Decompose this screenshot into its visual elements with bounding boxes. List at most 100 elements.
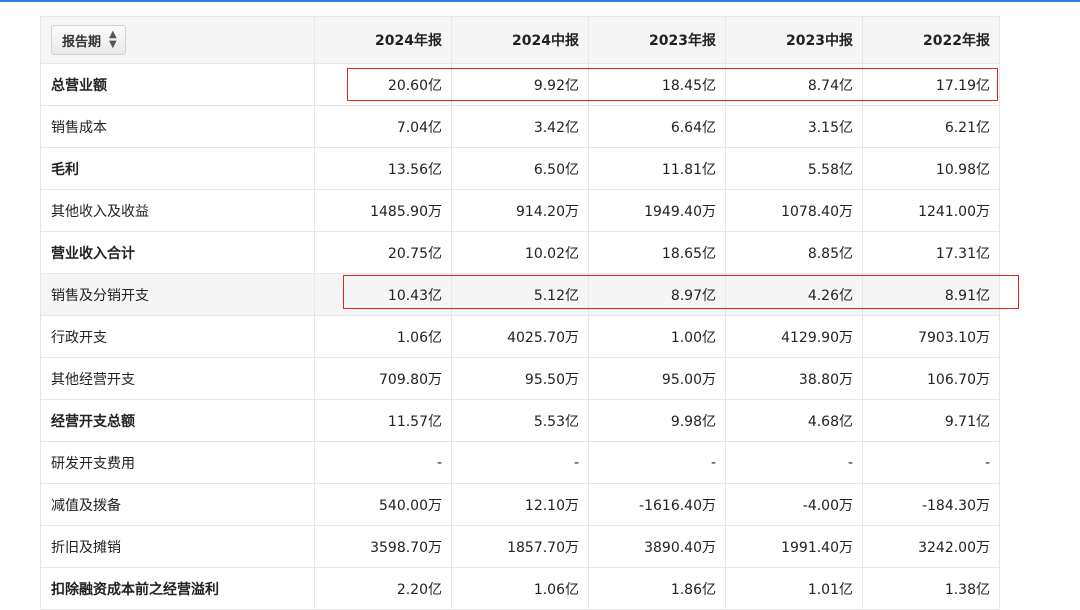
top-accent-line (0, 0, 1080, 2)
value-cell: 1.00亿 (588, 315, 726, 358)
value-cell: 18.45亿 (588, 63, 726, 106)
table-row: 销售及分销开支 10.43亿 5.12亿 8.97亿 4.26亿 8.91亿 (40, 273, 1000, 316)
row-label: 销售成本 (40, 105, 315, 148)
value-cell: 540.00万 (314, 483, 452, 526)
value-cell: 95.00万 (588, 357, 726, 400)
value-cell: 5.12亿 (451, 273, 589, 316)
value-cell: 2.20亿 (314, 567, 452, 610)
financial-table-container: 报告期 ▲ ▼ 2024年报 2024中报 2023年报 2023中报 2022年… (40, 16, 1000, 610)
period-header-cell: 报告期 ▲ ▼ (40, 16, 315, 64)
table-row: 行政开支 1.06亿 4025.70万 1.00亿 4129.90万 7903.10万 (40, 315, 1000, 358)
period-selector-label: 报告期 (62, 34, 102, 50)
value-cell: 914.20万 (451, 189, 589, 232)
table-row: 折旧及摊销 3598.70万 1857.70万 3890.40万 1991.40万 324… (40, 525, 1000, 568)
value-cell: 1.38亿 (862, 567, 1000, 610)
value-cell: 10.02亿 (451, 231, 589, 274)
table-row: 扣除融资成本前之经营溢利 2.20亿 1.06亿 1.86亿 1.01亿 1.38亿 (40, 567, 1000, 610)
value-cell: 1.06亿 (451, 567, 589, 610)
table-row: 经营开支总额 11.57亿 5.53亿 9.98亿 4.68亿 9.71亿 (40, 399, 1000, 442)
row-label: 其他经营开支 (40, 357, 315, 400)
row-label: 销售及分销开支 (40, 273, 315, 316)
value-cell: 13.56亿 (314, 147, 452, 190)
value-cell: 9.98亿 (588, 399, 726, 442)
row-label: 减值及拨备 (40, 483, 315, 526)
value-cell: 9.71亿 (862, 399, 1000, 442)
value-cell: 10.98亿 (862, 147, 1000, 190)
value-cell: 3.42亿 (451, 105, 589, 148)
value-cell: 20.75亿 (314, 231, 452, 274)
row-label: 扣除融资成本前之经营溢利 (40, 567, 315, 610)
value-cell: 11.81亿 (588, 147, 726, 190)
value-cell: 709.80万 (314, 357, 452, 400)
value-cell: 7.04亿 (314, 105, 452, 148)
value-cell: 1991.40万 (725, 525, 863, 568)
row-label: 折旧及摊销 (40, 525, 315, 568)
value-cell: - (862, 441, 1000, 484)
period-selector-button[interactable]: 报告期 ▲ ▼ (51, 25, 126, 55)
row-label: 其他收入及收益 (40, 189, 315, 232)
table-row: 减值及拨备 540.00万 12.10万 -1616.40万 -4.00万 -184.30… (40, 483, 1000, 526)
column-header[interactable]: 2023中报 (725, 16, 863, 64)
value-cell: - (314, 441, 452, 484)
value-cell: 8.91亿 (862, 273, 1000, 316)
value-cell: 17.31亿 (862, 231, 1000, 274)
table-row: 销售成本 7.04亿 3.42亿 6.64亿 3.15亿 6.21亿 (40, 105, 1000, 148)
value-cell: 1949.40万 (588, 189, 726, 232)
value-cell: 1.06亿 (314, 315, 452, 358)
value-cell: - (588, 441, 726, 484)
value-cell: 20.60亿 (314, 63, 452, 106)
value-cell: 6.21亿 (862, 105, 1000, 148)
row-label: 研发开支费用 (40, 441, 315, 484)
value-cell: 4129.90万 (725, 315, 863, 358)
value-cell: 8.97亿 (588, 273, 726, 316)
value-cell: 10.43亿 (314, 273, 452, 316)
value-cell: 12.10万 (451, 483, 589, 526)
value-cell: 4.68亿 (725, 399, 863, 442)
column-header[interactable]: 2024中报 (451, 16, 589, 64)
value-cell: 17.19亿 (862, 63, 1000, 106)
value-cell: 5.53亿 (451, 399, 589, 442)
value-cell: 1078.40万 (725, 189, 863, 232)
row-label: 营业收入合计 (40, 231, 315, 274)
value-cell: 1857.70万 (451, 525, 589, 568)
value-cell: - (725, 441, 863, 484)
value-cell: - (451, 441, 589, 484)
column-header[interactable]: 2022年报 (862, 16, 1000, 64)
value-cell: -4.00万 (725, 483, 863, 526)
column-header[interactable]: 2023年报 (588, 16, 726, 64)
table-row: 营业收入合计 20.75亿 10.02亿 18.65亿 8.85亿 17.31亿 (40, 231, 1000, 274)
value-cell: 8.85亿 (725, 231, 863, 274)
value-cell: 1.86亿 (588, 567, 726, 610)
row-label: 总营业额 (40, 63, 315, 106)
table-row: 其他收入及收益 1485.90万 914.20万 1949.40万 1078.40万 12… (40, 189, 1000, 232)
value-cell: 6.64亿 (588, 105, 726, 148)
value-cell: 6.50亿 (451, 147, 589, 190)
value-cell: 1485.90万 (314, 189, 452, 232)
table-header-row: 报告期 ▲ ▼ 2024年报 2024中报 2023年报 2023中报 2022年… (40, 16, 1000, 64)
value-cell: 11.57亿 (314, 399, 452, 442)
value-cell: 8.74亿 (725, 63, 863, 106)
value-cell: -184.30万 (862, 483, 1000, 526)
value-cell: 3598.70万 (314, 525, 452, 568)
column-header[interactable]: 2024年报 (314, 16, 452, 64)
row-label: 经营开支总额 (40, 399, 315, 442)
row-label: 行政开支 (40, 315, 315, 358)
value-cell: 3.15亿 (725, 105, 863, 148)
value-cell: 1241.00万 (862, 189, 1000, 232)
value-cell: 1.01亿 (725, 567, 863, 610)
value-cell: 106.70万 (862, 357, 1000, 400)
table-row: 总营业额 20.60亿 9.92亿 18.45亿 8.74亿 17.19亿 (40, 63, 1000, 106)
income-statement-table: 报告期 ▲ ▼ 2024年报 2024中报 2023年报 2023中报 2022年… (40, 16, 1000, 610)
value-cell: 3890.40万 (588, 525, 726, 568)
value-cell: 4025.70万 (451, 315, 589, 358)
table-body: 总营业额 20.60亿 9.92亿 18.45亿 8.74亿 17.19亿 销售成本 7.04… (40, 63, 1000, 610)
value-cell: -1616.40万 (588, 483, 726, 526)
value-cell: 3242.00万 (862, 525, 1000, 568)
row-label: 毛利 (40, 147, 315, 190)
value-cell: 18.65亿 (588, 231, 726, 274)
table-row: 研发开支费用 - - - - - (40, 441, 1000, 484)
value-cell: 38.80万 (725, 357, 863, 400)
table-row: 毛利 13.56亿 6.50亿 11.81亿 5.58亿 10.98亿 (40, 147, 1000, 190)
sort-updown-icon: ▲ ▼ (109, 29, 117, 50)
value-cell: 95.50万 (451, 357, 589, 400)
